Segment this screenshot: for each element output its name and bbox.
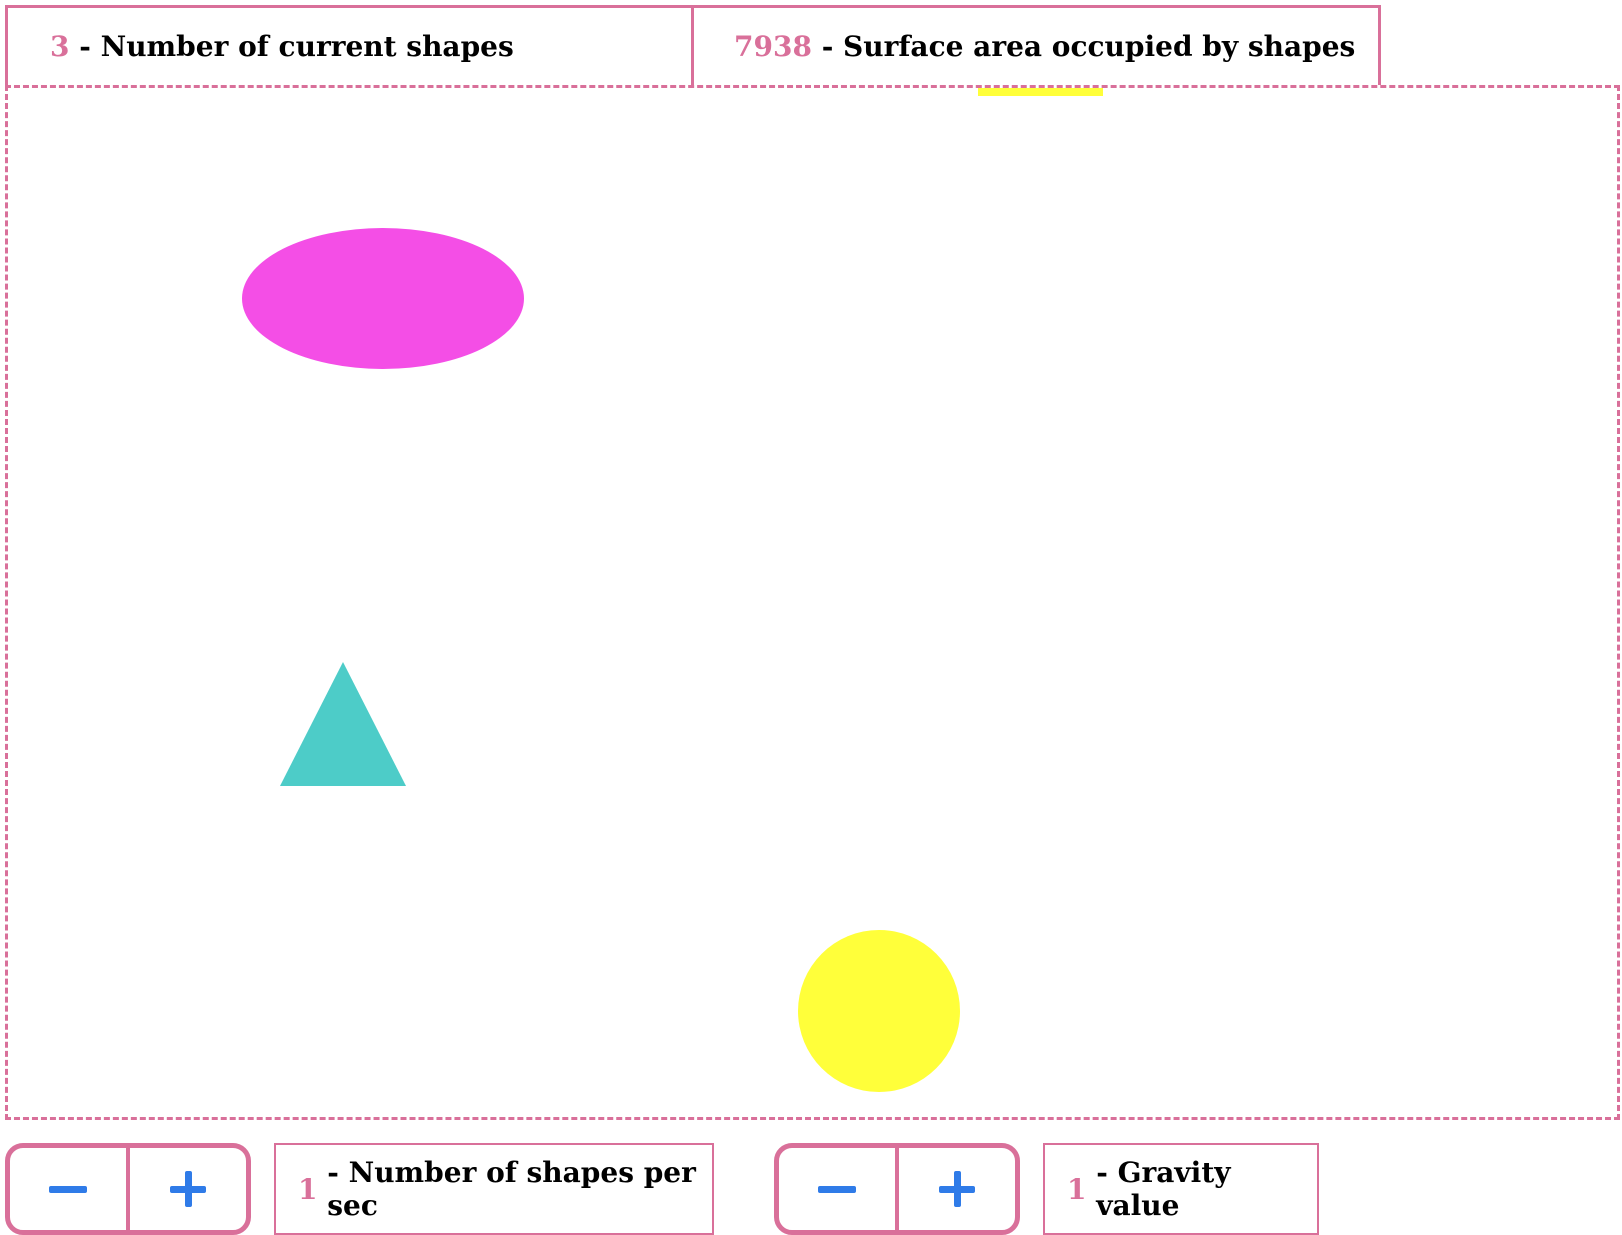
shapes-per-sec-increase-button[interactable] [130,1148,246,1230]
shapes-per-sec-display: 1 - Number of shapes per sec [274,1143,714,1235]
minus-icon [49,1185,87,1193]
shape-count-value: 3 [50,30,70,63]
minus-icon [818,1185,856,1193]
yellow-shape-partial[interactable] [978,88,1103,96]
pink-ellipse-shape[interactable] [242,228,524,369]
shapes-per-sec-decrease-button[interactable] [10,1148,130,1230]
shapes-per-sec-value: 1 [298,1172,318,1206]
gravity-label: - Gravity value [1096,1156,1231,1222]
teal-triangle-shape[interactable] [280,662,406,788]
shapes-per-sec-stepper [5,1143,251,1235]
surface-area-value: 7938 [734,30,812,63]
surface-area-stat: 7938 - Surface area occupied by shapes [694,5,1381,85]
shapes-canvas[interactable] [5,85,1620,1120]
shape-count-stat: 3 - Number of current shapes [5,5,694,85]
gravity-stepper [774,1143,1020,1235]
gravity-increase-button[interactable] [899,1148,1015,1230]
gravity-decrease-button[interactable] [779,1148,899,1230]
surface-area-label: - Surface area occupied by shapes [821,30,1356,63]
plus-icon [170,1171,206,1207]
plus-icon [939,1171,975,1207]
shapes-per-sec-label: - Number of shapes per sec [327,1156,696,1222]
yellow-circle-shape[interactable] [798,930,960,1092]
gravity-value: 1 [1067,1172,1087,1206]
gravity-display: 1 - Gravity value [1043,1143,1319,1235]
stats-bar: 3 - Number of current shapes 7938 - Surf… [5,5,1381,85]
shape-count-label: - Number of current shapes [79,30,514,63]
